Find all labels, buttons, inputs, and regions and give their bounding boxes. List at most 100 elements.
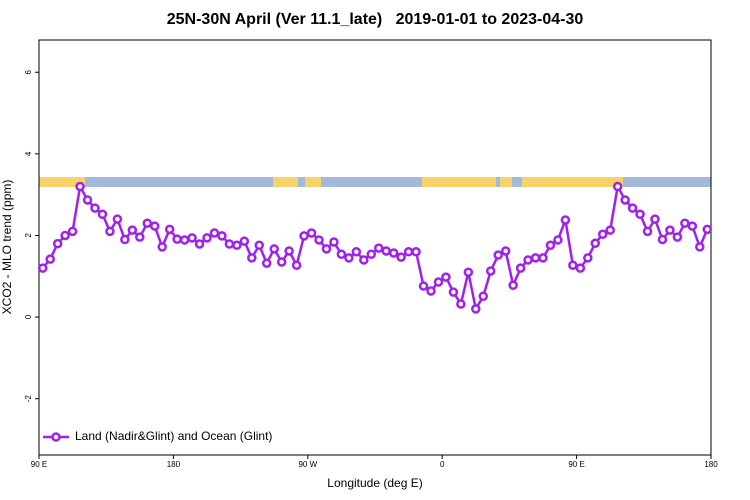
legend-marker <box>51 432 61 442</box>
land-strip <box>422 177 496 187</box>
data-point <box>396 252 406 262</box>
data-point <box>687 221 698 231</box>
data-point <box>575 263 586 273</box>
data-point <box>620 195 630 205</box>
data-point <box>530 253 541 263</box>
x-tick-label: 90 E <box>31 460 47 469</box>
data-point <box>336 249 347 259</box>
data-point <box>508 280 518 290</box>
legend-label: Land (Nadir&Glint) and Ocean (Glint) <box>75 429 272 443</box>
data-point <box>515 263 526 273</box>
data-point <box>67 226 78 237</box>
data-point <box>672 232 683 242</box>
data-point <box>172 234 182 244</box>
data-point <box>194 239 205 249</box>
data-point <box>344 253 354 263</box>
y-tick-label: 2 <box>24 233 33 238</box>
data-point <box>478 291 489 302</box>
data-point <box>291 260 302 271</box>
data-point <box>164 224 175 235</box>
data-point <box>52 238 63 249</box>
x-tick-label: 0 <box>440 460 445 469</box>
land-strip <box>500 177 512 187</box>
data-point <box>665 225 675 235</box>
data-point <box>269 244 279 254</box>
data-point <box>463 267 474 277</box>
data-point <box>202 233 212 243</box>
data-point <box>284 246 294 256</box>
data-point <box>448 287 459 297</box>
data-point <box>306 228 317 238</box>
x-tick-label: 90 E <box>568 460 584 469</box>
data-point <box>142 218 153 228</box>
data-point <box>329 237 339 247</box>
data-point <box>276 257 287 267</box>
data-point <box>493 250 503 260</box>
data-point <box>612 181 623 192</box>
data-point <box>433 277 444 287</box>
data-point <box>232 240 242 251</box>
data-point <box>239 236 250 246</box>
data-point <box>60 230 70 241</box>
x-tick-label: 180 <box>167 460 181 469</box>
data-point <box>105 226 115 237</box>
data-point <box>247 253 257 263</box>
data-point <box>545 240 556 251</box>
chart-title: 25N-30N April (Ver 11.1_late) 2019-01-01… <box>167 11 584 28</box>
data-point <box>366 249 377 259</box>
data-point <box>590 238 601 248</box>
data-point <box>627 203 638 213</box>
data-point <box>373 243 384 253</box>
data-point <box>157 242 167 252</box>
data-point <box>568 260 578 271</box>
data-point <box>299 231 309 241</box>
data-point <box>456 299 466 309</box>
data-point <box>680 218 690 228</box>
y-tick-label: 4 <box>24 151 33 156</box>
data-point <box>471 304 481 314</box>
data-point <box>597 229 608 239</box>
data-point <box>657 234 668 245</box>
data-point <box>149 221 160 231</box>
data-point <box>500 246 511 256</box>
data-point <box>314 235 324 245</box>
data-point <box>217 231 227 241</box>
plot-frame <box>38 39 712 456</box>
data-point <box>37 263 48 273</box>
data-point <box>135 232 145 242</box>
data-point <box>224 239 235 249</box>
data-point <box>411 247 421 257</box>
x-tick-label: 90 W <box>298 460 317 469</box>
data-point <box>538 253 548 263</box>
data-point <box>523 255 533 265</box>
data-point <box>388 248 399 258</box>
data-point <box>441 272 451 282</box>
data-point <box>426 286 436 296</box>
data-point <box>112 214 123 224</box>
data-point <box>179 235 190 245</box>
data-point <box>97 209 108 219</box>
land-strip <box>39 177 85 187</box>
data-point <box>254 240 265 251</box>
x-axis-label: Longitude (deg E) <box>327 476 422 490</box>
data-point <box>381 246 391 256</box>
x-tick-label: 180 <box>704 460 718 469</box>
data-point <box>120 234 130 245</box>
data-point <box>702 224 713 235</box>
ocean-strip <box>39 177 711 187</box>
data-point <box>583 253 593 263</box>
data-point <box>485 266 496 276</box>
y-axis-label: XCO2 - MLO trend (ppm) <box>0 180 14 315</box>
data-point <box>359 255 369 265</box>
data-point <box>560 215 571 225</box>
data-point <box>635 209 645 219</box>
data-point <box>187 233 197 243</box>
data-point <box>553 235 563 245</box>
surface-strip <box>39 177 711 187</box>
data-point <box>650 214 660 224</box>
land-strip <box>522 177 623 187</box>
data-point <box>321 244 332 254</box>
data-point <box>351 247 362 257</box>
y-tick-label: 6 <box>24 69 33 74</box>
